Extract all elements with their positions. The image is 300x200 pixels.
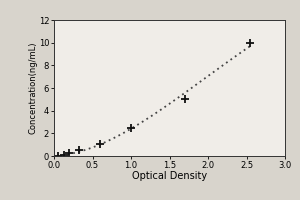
Y-axis label: Concentration(ng/mL): Concentration(ng/mL) <box>28 42 37 134</box>
X-axis label: Optical Density: Optical Density <box>132 171 207 181</box>
